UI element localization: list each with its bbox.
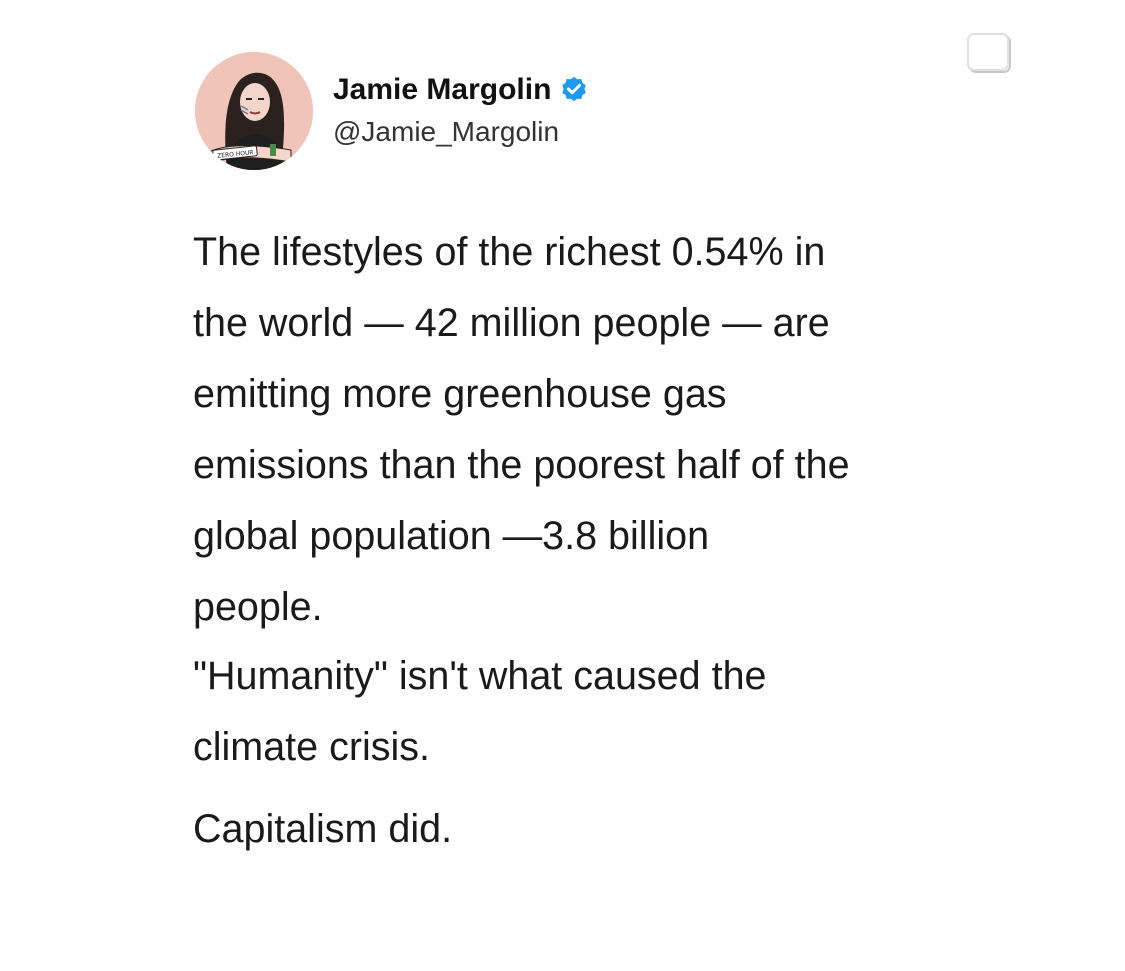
verified-badge-icon: [559, 75, 589, 105]
author-handle[interactable]: @Jamie_Margolin: [333, 116, 560, 147]
author-avatar[interactable]: ZERO HOUR: [195, 52, 313, 170]
tweet-line: people.: [193, 585, 323, 629]
tweet-line: global population —3.8 billion: [193, 514, 710, 558]
tweet-line: Capitalism did.: [193, 807, 453, 851]
tweet-line: the world — 42 million people — are: [193, 301, 830, 345]
tweet-line: The lifestyles of the richest 0.54% in: [193, 230, 826, 274]
avatar-portrait-icon: ZERO HOUR: [195, 52, 313, 170]
square-select-icon[interactable]: [965, 32, 1015, 76]
tweet-paragraph-3: Capitalism did.: [193, 794, 1013, 865]
author-name[interactable]: Jamie Margolin: [333, 73, 552, 106]
avatar-caption: ZERO HOUR: [217, 149, 254, 160]
tweet-body: The lifestyles of the richest 0.54% in t…: [193, 217, 1013, 865]
tweet-line: climate crisis.: [193, 725, 431, 769]
tweet-line: emissions than the poorest half of the: [193, 443, 850, 487]
tweet-paragraph-2: "Humanity" isn't what caused the climate…: [193, 641, 1013, 783]
tweet-line: "Humanity" isn't what caused the: [193, 654, 767, 698]
author-name-row[interactable]: Jamie Margolin: [333, 73, 589, 107]
tweet-line: emitting more greenhouse gas: [193, 372, 727, 416]
tweet-paragraph-1: The lifestyles of the richest 0.54% in t…: [193, 217, 1013, 643]
